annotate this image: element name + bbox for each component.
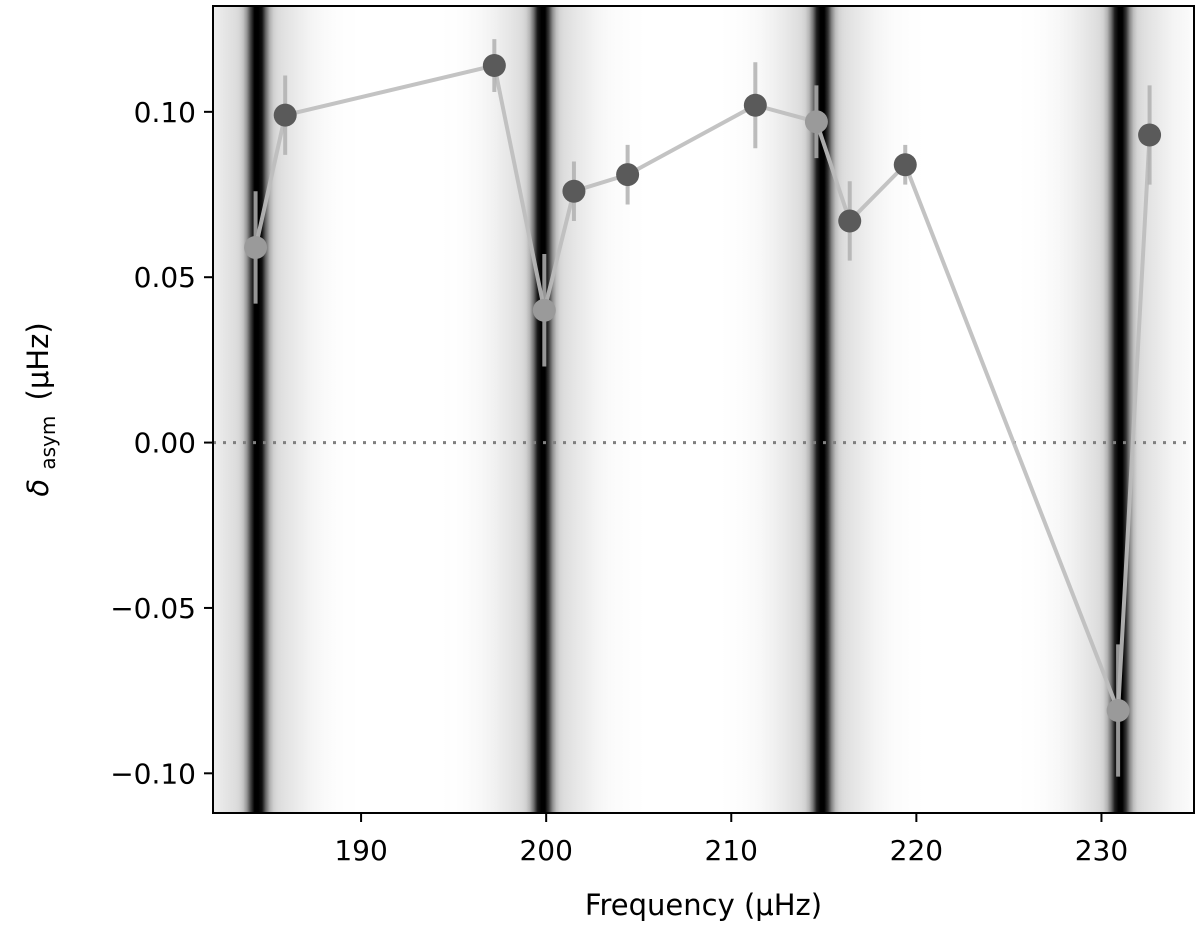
x-axis-label: Frequency (μHz) bbox=[585, 888, 822, 922]
data-point bbox=[562, 179, 586, 203]
y-tick-label: 0.00 bbox=[134, 427, 196, 460]
y-axis-label-subscript: asym bbox=[36, 416, 60, 470]
plot-background bbox=[213, 6, 1194, 813]
data-series bbox=[244, 39, 1162, 777]
data-point bbox=[532, 298, 556, 322]
data-point bbox=[893, 153, 917, 177]
y-axis-label-symbol: δ bbox=[21, 479, 55, 497]
y-tick-label: 0.05 bbox=[134, 261, 196, 294]
series-line bbox=[253, 63, 1152, 712]
x-tick-label: 220 bbox=[890, 834, 943, 867]
data-point bbox=[743, 93, 767, 117]
y-tick-label: 0.10 bbox=[134, 96, 196, 129]
data-point bbox=[1138, 123, 1162, 147]
x-tick-label: 230 bbox=[1075, 834, 1128, 867]
x-axis: 190 200 210 220 230 bbox=[334, 813, 1128, 867]
data-point bbox=[616, 163, 640, 187]
data-point bbox=[838, 209, 862, 233]
data-point bbox=[244, 235, 268, 259]
y-axis-label: δ asym (μHz) bbox=[21, 322, 62, 496]
data-point bbox=[804, 110, 828, 134]
x-tick-label: 200 bbox=[519, 834, 572, 867]
data-point bbox=[1106, 698, 1130, 722]
y-axis: 0.10 0.05 0.00 −0.05 −0.10 bbox=[110, 96, 213, 790]
y-tick-label: −0.10 bbox=[110, 757, 196, 790]
data-point bbox=[482, 54, 506, 78]
plot-frame bbox=[212, 5, 1195, 814]
y-axis-label-unit: (μHz) bbox=[21, 322, 55, 400]
x-tick-label: 190 bbox=[334, 834, 387, 867]
y-tick-label: −0.05 bbox=[110, 592, 196, 625]
x-tick-label: 210 bbox=[705, 834, 758, 867]
data-point bbox=[273, 103, 297, 127]
